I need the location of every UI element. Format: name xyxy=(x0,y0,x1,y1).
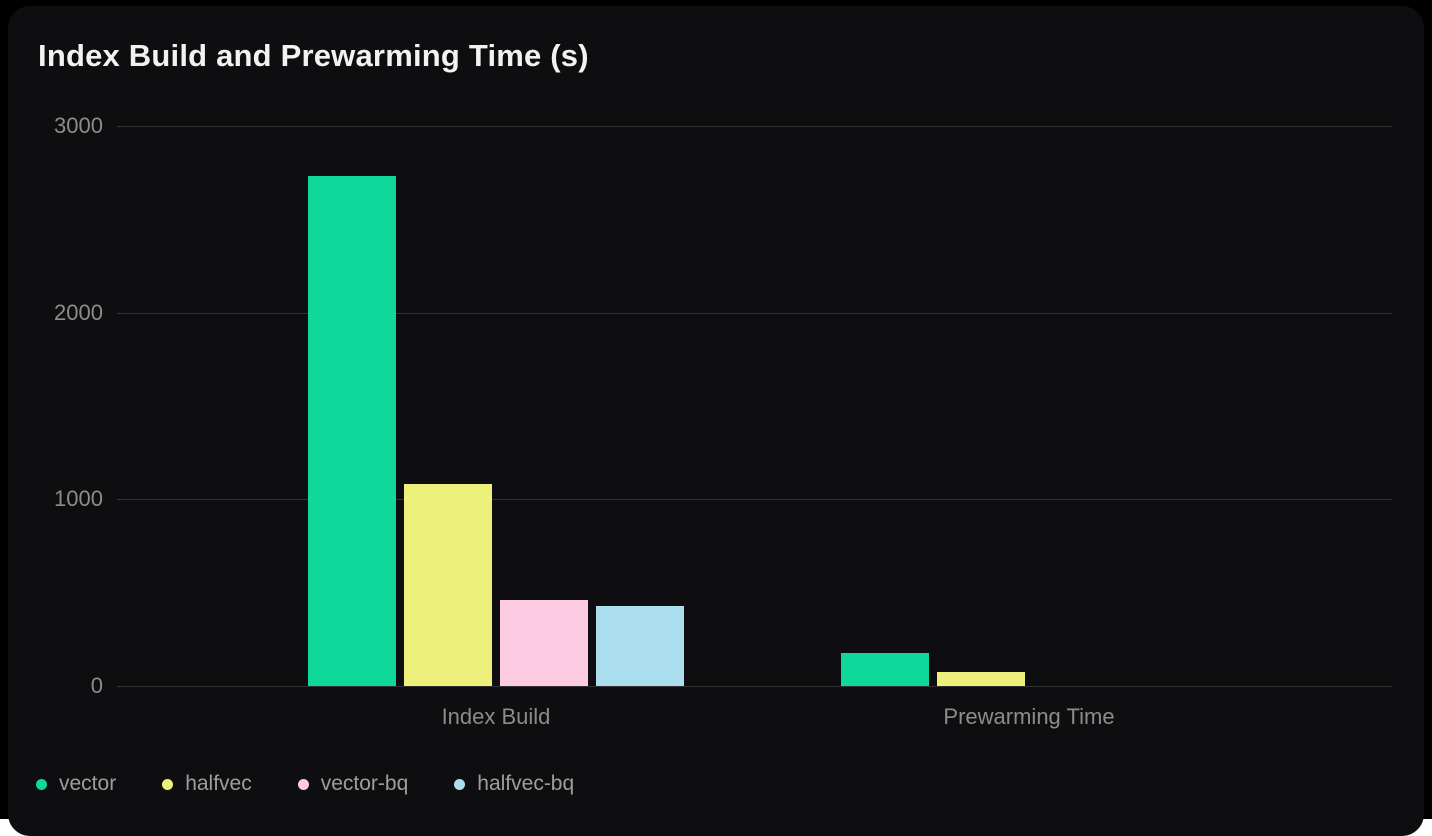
gridline-3000 xyxy=(117,126,1392,127)
gridline-0 xyxy=(117,686,1392,687)
legend-label-vector-bq: vector-bq xyxy=(320,772,409,795)
legend-item-halfvec-bq[interactable]: halfvec-bq xyxy=(454,772,574,796)
bar-index-build-halfvec-bq[interactable] xyxy=(596,605,684,686)
legend-dot-vector-bq-icon xyxy=(297,778,309,790)
legend-item-vector-bq[interactable]: vector-bq xyxy=(297,772,409,796)
legend-dot-vector-icon xyxy=(36,778,47,790)
legend-label-halfvec: halfvec xyxy=(185,772,252,795)
gridline-2000 xyxy=(117,313,1392,314)
legend-dot-halfvec-bq-icon xyxy=(454,778,466,790)
legend-item-vector[interactable]: vector xyxy=(36,772,116,796)
y-tick-label-3000: 3000 xyxy=(54,113,103,138)
chart-legend: vector halfvec vector-bq halfvec-bq xyxy=(36,772,574,796)
y-tick-label-1000: 1000 xyxy=(54,486,103,511)
chart-card: Index Build and Prewarming Time (s) 3000… xyxy=(8,6,1424,836)
legend-item-halfvec[interactable]: halfvec xyxy=(162,772,252,796)
bar-index-build-vector-bq[interactable] xyxy=(500,600,588,686)
chart-title: Index Build and Prewarming Time (s) xyxy=(38,38,589,73)
bar-index-build-halfvec[interactable] xyxy=(404,484,492,686)
y-tick-label-2000: 2000 xyxy=(54,300,103,325)
x-axis-label-index-build: Index Build xyxy=(441,704,551,729)
bar-prewarming-time-halfvec[interactable] xyxy=(937,672,1025,686)
gridline-1000 xyxy=(117,499,1392,500)
plot-area: 3000 2000 1000 0 Index Build Prewarming Time xyxy=(8,6,1424,766)
legend-label-halfvec-bq: halfvec-bq xyxy=(477,772,575,795)
legend-label-vector: vector xyxy=(59,772,117,795)
y-tick-label-0: 0 xyxy=(90,673,103,698)
bar-prewarming-time-vector[interactable] xyxy=(841,653,929,686)
x-axis-label-prewarming-time: Prewarming Time xyxy=(943,704,1115,729)
legend-dot-halfvec-icon xyxy=(162,778,174,790)
bar-index-build-vector[interactable] xyxy=(308,176,396,686)
